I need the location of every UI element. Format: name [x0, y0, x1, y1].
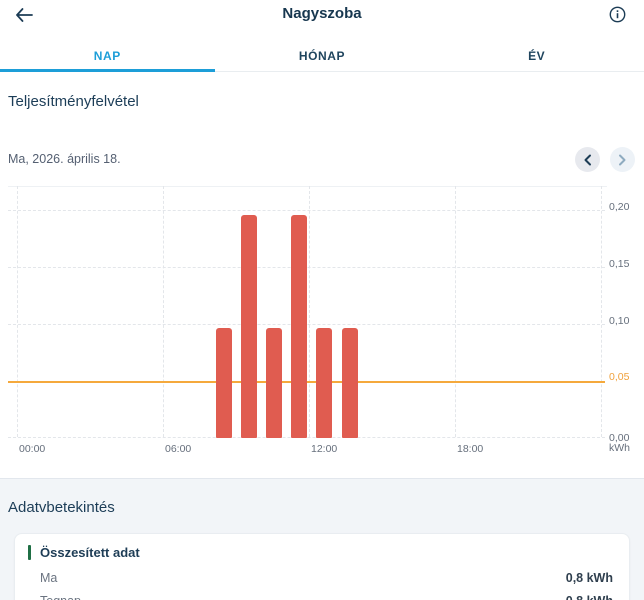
consumption-bar[interactable]	[241, 215, 258, 438]
previous-day-button[interactable]	[575, 147, 600, 172]
back-button[interactable]	[10, 2, 38, 28]
summary-card: Összesített adat Ma 0,8 kWh Tegnap 0,8 k…	[14, 533, 630, 600]
date-label: Ma, 2026. április 18.	[8, 152, 121, 166]
tab-day-label: NAP	[93, 48, 121, 63]
consumption-bar[interactable]	[216, 328, 232, 438]
tab-year[interactable]: ÉV	[429, 40, 644, 71]
consumption-bar[interactable]	[341, 328, 358, 438]
chart-top-border	[8, 186, 607, 187]
info-button[interactable]	[606, 3, 628, 25]
vertical-gridline	[601, 186, 602, 437]
card-accent-bar	[28, 544, 31, 560]
chevron-left-icon	[584, 154, 591, 165]
vertical-gridline	[17, 186, 18, 437]
period-tabs: NAP HÓNAP ÉV	[0, 40, 644, 72]
summary-row-label: Tegnap	[40, 594, 81, 600]
header: Nagyszoba	[0, 0, 644, 30]
summary-row-value: 0,8 kWh	[566, 594, 613, 600]
consumption-bar[interactable]	[266, 328, 283, 438]
tab-month[interactable]: HÓNAP	[215, 40, 430, 71]
page-title: Nagyszoba	[282, 5, 362, 22]
y-axis-tick-label: 0,15	[609, 257, 630, 270]
card-title-row: Összesített adat	[28, 543, 613, 561]
y-axis-tick-label: 0,20	[609, 201, 630, 213]
x-axis-tick-label: 18:00	[457, 443, 484, 455]
chevron-right-icon	[619, 154, 626, 165]
y-axis-tick-label: 0,05	[609, 371, 630, 384]
x-axis-tick-label: 12:00	[311, 443, 338, 455]
vertical-gridline	[163, 186, 164, 437]
vertical-gridline	[455, 186, 456, 437]
y-axis-unit-label: kWh	[609, 442, 630, 454]
vertical-gridline	[309, 186, 310, 437]
x-axis-tick-label: 00:00	[19, 443, 46, 455]
insights-section: Adatvbetekintés Összesített adat Ma 0,8 …	[0, 478, 644, 600]
y-axis-tick-label: 0,00	[609, 432, 630, 444]
summary-row-today: Ma 0,8 kWh	[28, 566, 613, 589]
tab-month-label: HÓNAP	[298, 48, 346, 63]
tab-day[interactable]: NAP	[0, 40, 215, 72]
consumption-bar[interactable]	[291, 215, 308, 438]
x-axis-tick-label: 06:00	[165, 443, 192, 455]
summary-row-label: Ma	[40, 570, 58, 585]
insights-title: Adatvbetekintés	[8, 499, 115, 516]
horizontal-gridline	[8, 210, 605, 211]
summary-row-yesterday: Tegnap 0,8 kWh	[28, 589, 613, 600]
next-day-button[interactable]	[610, 147, 635, 172]
card-title: Összesített adat	[40, 544, 140, 560]
power-section-title: Teljesítményfelvétel	[8, 93, 139, 110]
info-icon	[609, 6, 625, 22]
y-axis-tick-label: 0,10	[609, 314, 630, 327]
consumption-bar[interactable]	[316, 328, 333, 438]
back-arrow-icon	[16, 8, 33, 22]
tab-year-label: ÉV	[528, 48, 546, 63]
summary-row-value: 0,8 kWh	[565, 570, 613, 585]
